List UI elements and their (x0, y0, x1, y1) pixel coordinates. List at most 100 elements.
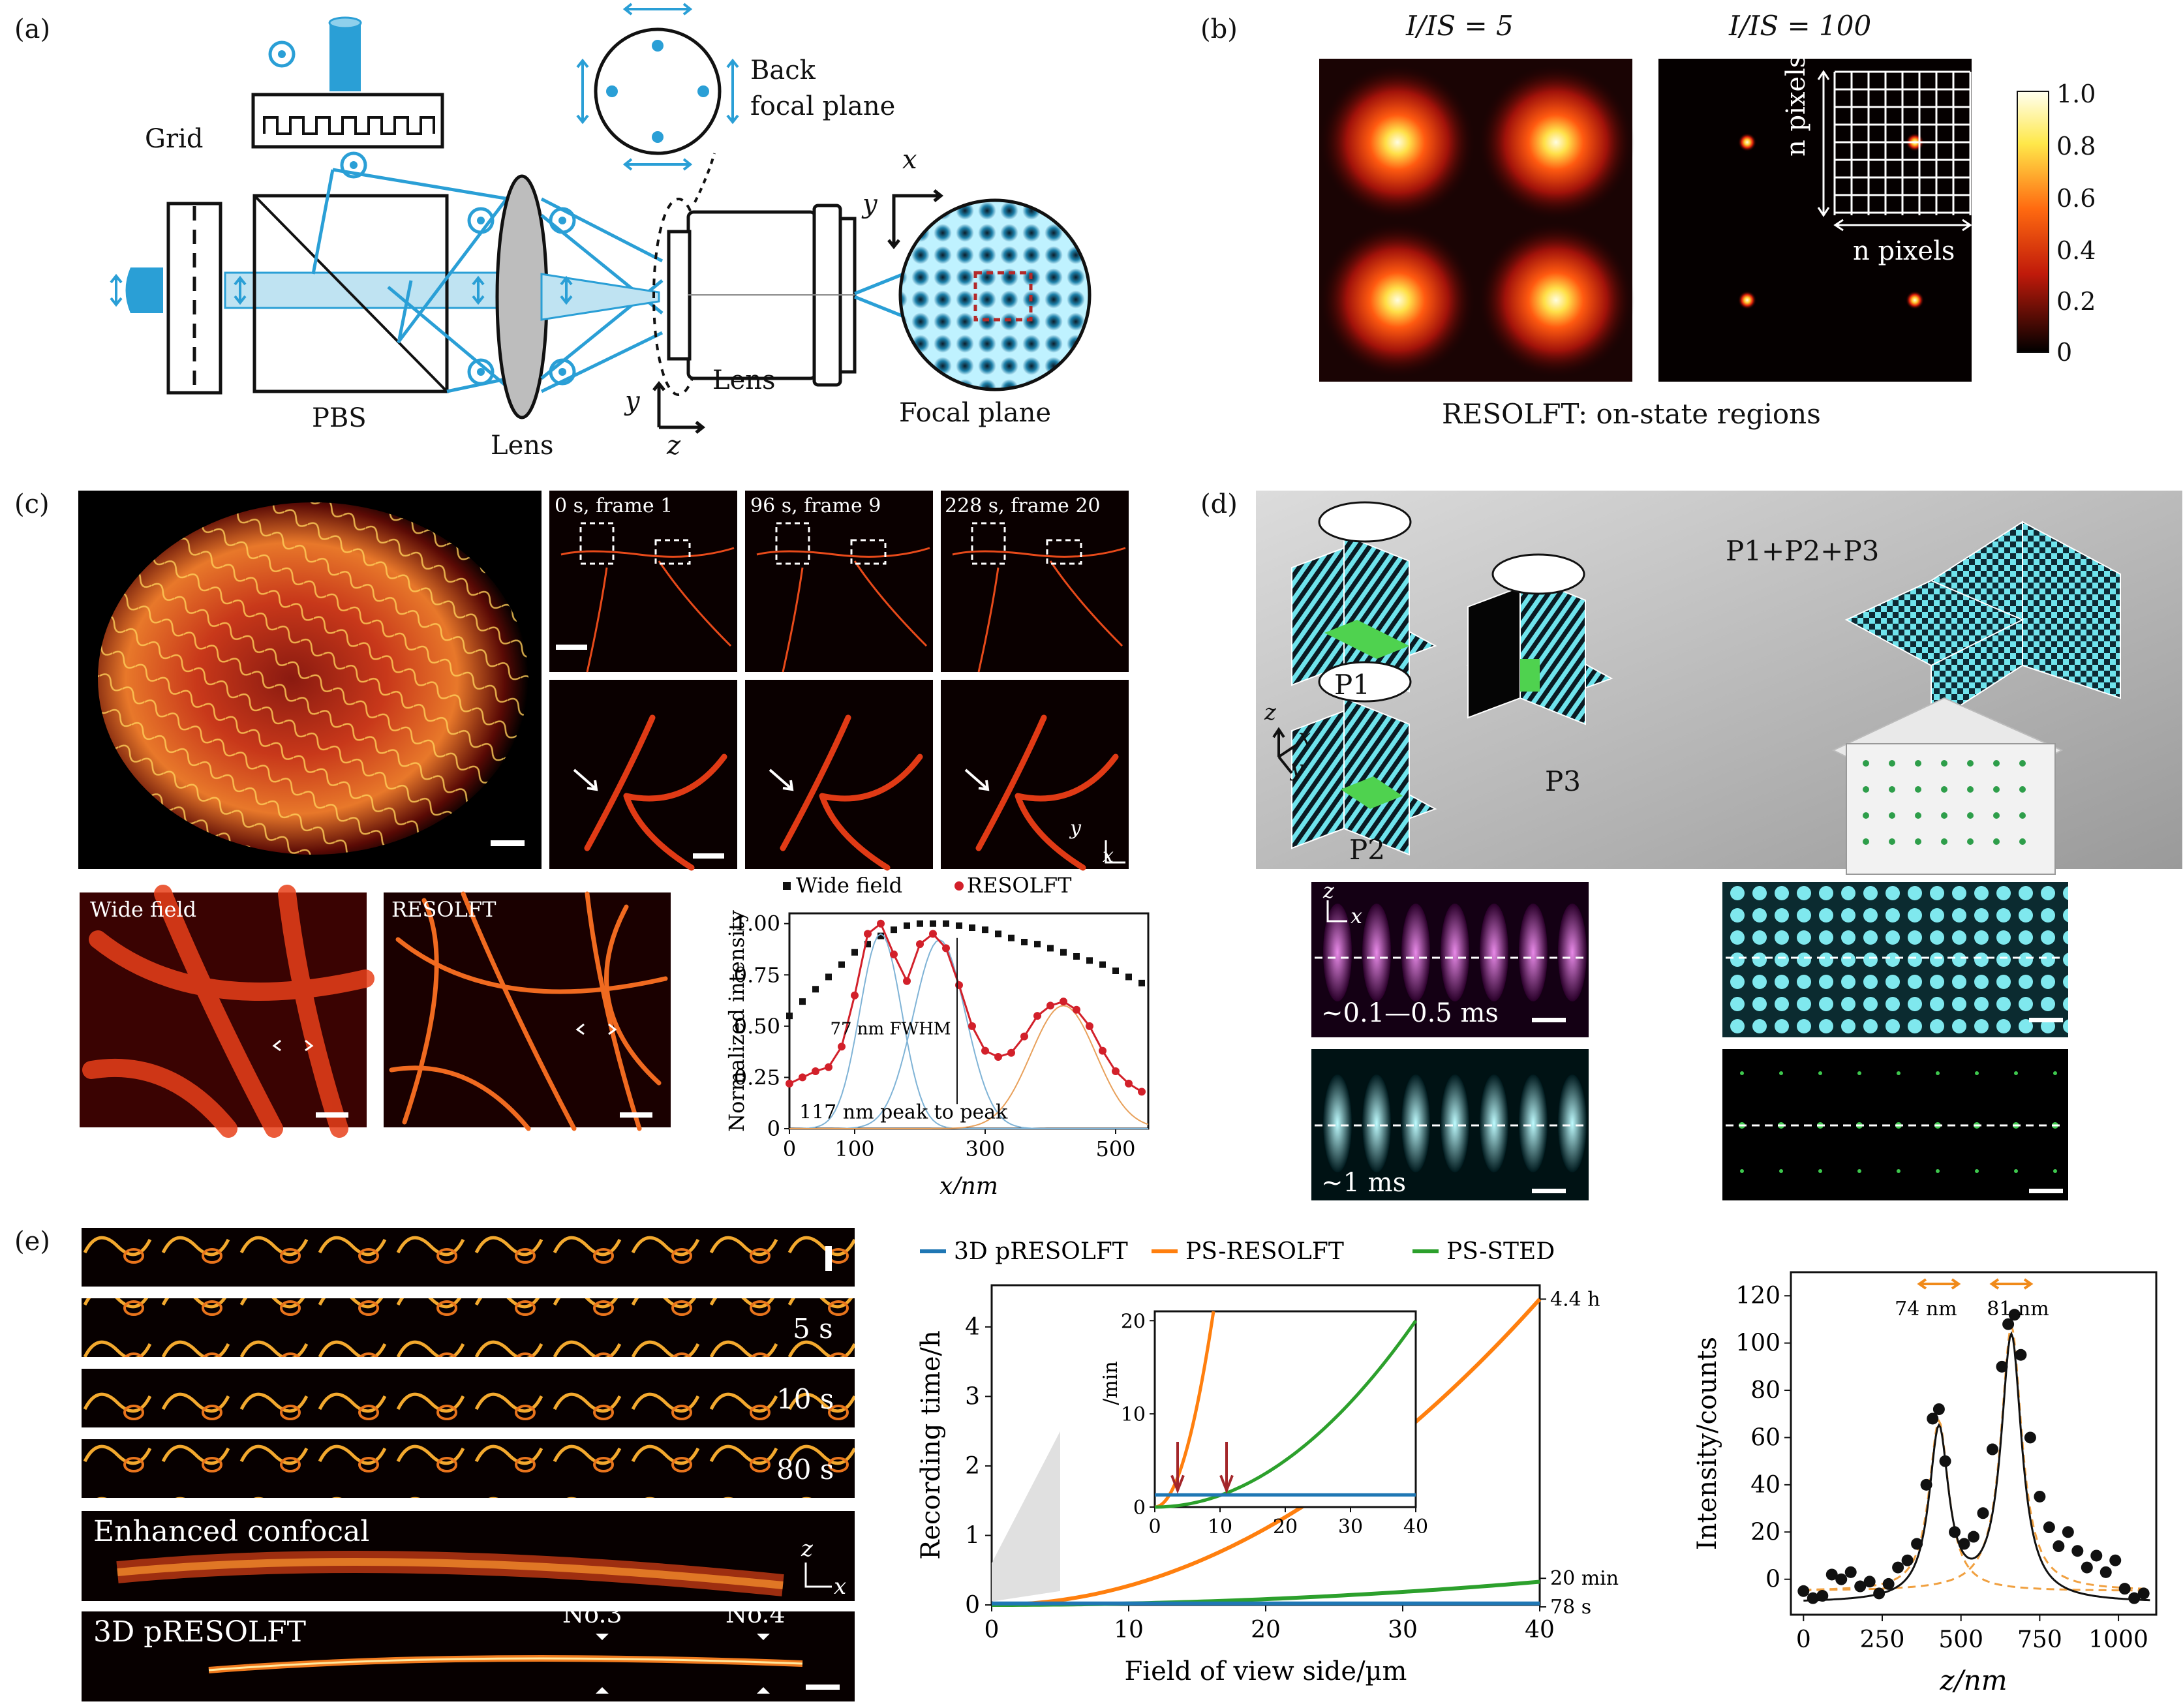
chart-e2-xtick: 0 (1796, 1626, 1811, 1653)
title-left: I/IS = 5 (1406, 10, 1514, 42)
lens-1-label: Lens (491, 431, 554, 461)
profile-point (1996, 1360, 2008, 1373)
resolft-point (825, 1063, 832, 1071)
resolft-point (799, 1073, 806, 1082)
axis-z-label: z (667, 431, 681, 461)
panel-e-label: (e) (14, 1227, 50, 1257)
zoom-axis-y: y (1070, 817, 1081, 840)
chart-c-xlabel: x/nm (939, 1173, 998, 1194)
resolft-point (1033, 1012, 1041, 1020)
inset-xtick: 20 (1273, 1516, 1298, 1538)
end-label: 4.4 h (1550, 1288, 1600, 1311)
inset-ytick: 10 (1121, 1403, 1146, 1426)
p1-label: P1 (1334, 669, 1370, 701)
zoom-axis-x: x (1103, 844, 1114, 867)
sum-label: P1+P2+P3 (1726, 535, 1880, 567)
profile-point (2118, 1583, 2131, 1595)
cyan-checker-image (1722, 882, 2068, 1037)
legend-marker-wide (783, 882, 791, 890)
lens-2-label: Lens (712, 365, 776, 395)
inset-arrow (1219, 1442, 1234, 1494)
chart-e1-xtick: 30 (1388, 1617, 1418, 1643)
resolft-point (1099, 1046, 1107, 1055)
resolft-point (1073, 1005, 1080, 1014)
panel-b-caption: RESOLFT: on-state regions (1442, 398, 1821, 430)
focal-plane-label: Focal plane (899, 398, 1052, 428)
profile-point (2099, 1566, 2112, 1578)
title-right: I/IS = 100 (1729, 10, 1872, 42)
lens-1 (495, 174, 549, 419)
profile-point (1939, 1455, 1951, 1467)
profile-point (2002, 1318, 2015, 1330)
chart-e2-ylabel: Intensity/counts (1692, 1337, 1722, 1550)
frame-20-image (941, 491, 1129, 672)
chart-c-ylabel: Normalized intensity (724, 910, 749, 1132)
resolft-point (864, 930, 872, 938)
resolft-label: RESOLFT (391, 897, 496, 922)
colorbar-tick-5: 0.2 (2056, 287, 2096, 316)
mito-frame-0 (82, 1228, 855, 1287)
n-pixels-horizontal: n pixels (1853, 236, 1955, 266)
confocal-axis-z: z (801, 1536, 813, 1562)
profile-point (1797, 1585, 1810, 1597)
inset-xtick: 30 (1338, 1516, 1363, 1538)
no4-label: No.4 (725, 1600, 786, 1628)
profile-point (1825, 1568, 1838, 1581)
wide-field-point (995, 930, 1001, 938)
focal-plane-pattern (898, 198, 1092, 391)
profile-point (1949, 1526, 1961, 1538)
chart-e1-xtick: 40 (1525, 1617, 1555, 1643)
resolft-point (994, 1053, 1002, 1061)
panel-b: (b) I/IS = 5 I/IS = 100 (1194, 0, 2183, 470)
colorbar-tick-6: 0 (2056, 338, 2073, 367)
legend-wide: Wide field (796, 873, 902, 898)
frame-1-image (549, 491, 737, 672)
inset-arrow (1170, 1442, 1185, 1494)
inset-ytick: 20 (1121, 1310, 1146, 1333)
fwhm-label: 74 nm (1895, 1298, 1957, 1320)
profile-point (1958, 1538, 1970, 1550)
wide-field-point (878, 932, 884, 939)
chart-e2-frame (1790, 1271, 2158, 1616)
profile-point (1901, 1554, 1914, 1566)
chart-c-xtick: 300 (965, 1136, 1005, 1161)
profile-point (2053, 1540, 2065, 1552)
pbs-label: PBS (312, 403, 367, 433)
colorbar-tick-3: 0.6 (2056, 184, 2096, 213)
wide-field-point (786, 1013, 793, 1020)
intensity-maps (1319, 59, 2049, 382)
mito-frame-80 (82, 1439, 855, 1498)
magenta-axis-x: x (1351, 904, 1363, 928)
resolft-point (1020, 1032, 1028, 1041)
wide-field-point (956, 922, 962, 929)
profile-point (1844, 1566, 1857, 1578)
resolft-point (929, 930, 937, 938)
chart-e2-xtick: 500 (1938, 1626, 1983, 1653)
resolft-point (955, 981, 963, 989)
fwhm-annotation: 77 nm FWHM (830, 1019, 951, 1039)
wide-field-point (799, 998, 806, 1005)
wide-field-point (917, 920, 923, 927)
wide-field-point (1060, 949, 1067, 956)
resolft-point (838, 1043, 846, 1051)
resolft-point (1112, 1067, 1120, 1075)
resolft-point (1007, 1048, 1015, 1057)
inset-frame (1153, 1310, 1417, 1508)
colorbar (2017, 91, 2049, 353)
panel-e: (e) 5 s 10 s 80 s Enhanced confocal 3D p… (0, 1220, 2183, 1708)
chart-c-ytick: 0.50 (734, 1014, 780, 1039)
fit-sum-line (1803, 1331, 2150, 1602)
panel-c: (c) (0, 483, 1174, 1200)
mito-frame-5 (82, 1298, 855, 1357)
profile-point (2043, 1521, 2055, 1534)
profile-point (2137, 1587, 2150, 1600)
time-label-1: ~0.1—0.5 ms (1321, 998, 1499, 1028)
zoom-wedge (992, 1431, 1060, 1602)
profile-chart: Wide field RESOLFT 0 0.25 0.50 0.75 1.00 0 100 30… (724, 873, 1150, 1194)
resolft-point (786, 1079, 793, 1088)
resolft-point (1046, 1001, 1054, 1010)
optical-setup-diagram (110, 3, 1092, 434)
frame-1-label: 0 s, frame 1 (555, 495, 673, 517)
profile-point (1977, 1507, 1989, 1519)
